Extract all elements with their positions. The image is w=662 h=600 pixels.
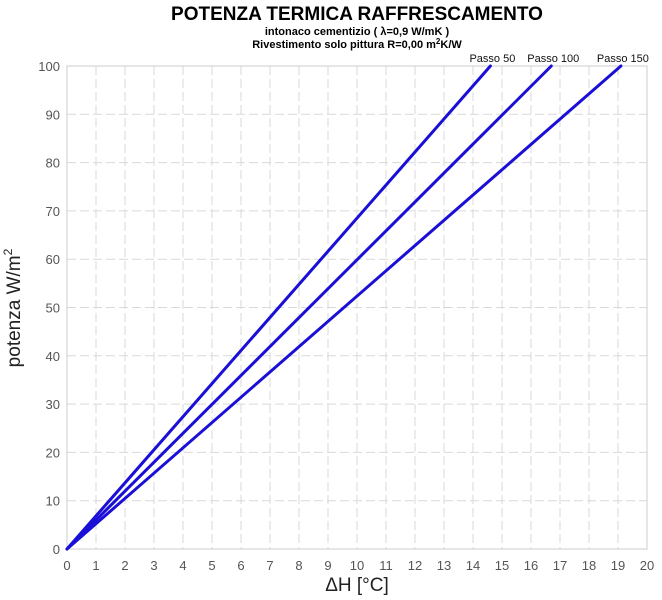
y-tick-label: 80 <box>46 156 60 171</box>
series-label: Passo 50 <box>469 53 515 65</box>
x-tick-label: 18 <box>582 558 596 573</box>
series-line <box>65 64 553 551</box>
y-tick-label: 30 <box>46 397 60 412</box>
x-tick-label: 9 <box>324 558 331 573</box>
y-tick-label: 60 <box>46 252 60 267</box>
x-tick-label: 7 <box>266 558 273 573</box>
x-tick-labels: 0 1 2 3 4 5 6 7 8 9 10 11 12 13 14 15 16 17 18 19 20 <box>63 558 654 573</box>
x-tick-label: 6 <box>237 558 244 573</box>
x-tick-label: 12 <box>408 558 422 573</box>
x-tick-label: 2 <box>121 558 128 573</box>
series-line <box>65 64 623 551</box>
x-tick-label: 13 <box>437 558 451 573</box>
x-tick-label: 3 <box>150 558 157 573</box>
x-tick-label: 1 <box>92 558 99 573</box>
series-labels: Passo 50 Passo 100 Passo 150 <box>469 53 648 65</box>
x-tick-label: 0 <box>63 558 70 573</box>
series-line <box>65 64 492 551</box>
x-tick-label: 17 <box>553 558 567 573</box>
x-tick-label: 10 <box>350 558 364 573</box>
x-tick-label: 14 <box>466 558 480 573</box>
y-tick-label: 0 <box>53 542 60 557</box>
y-tick-label: 10 <box>46 494 60 509</box>
series-group <box>65 64 623 551</box>
x-tick-label: 16 <box>524 558 538 573</box>
x-tick-label: 15 <box>495 558 509 573</box>
x-tick-label: 20 <box>640 558 654 573</box>
x-axis-label: ΔH [°C] <box>325 575 389 596</box>
y-tick-label: 20 <box>46 445 60 460</box>
chart-title: POTENZA TERMICA RAFFRESCAMENTO <box>171 4 543 25</box>
y-tick-label: 50 <box>46 301 60 316</box>
y-tick-label: 100 <box>38 59 60 74</box>
x-tick-label: 8 <box>295 558 302 573</box>
x-tick-label: 5 <box>208 558 215 573</box>
y-tick-labels: 0 10 20 30 40 50 60 70 80 90 100 <box>38 59 60 557</box>
chart-subtitle-2: Rivestimento solo pittura R=0,00 m2K/W <box>252 37 462 51</box>
x-tick-label: 19 <box>611 558 625 573</box>
y-axis-label: potenza W/m2 <box>1 248 25 367</box>
chart-subtitle-1: intonaco cementizio ( λ=0,9 W/mK ) <box>265 26 450 38</box>
grid <box>66 65 648 550</box>
x-tick-label: 11 <box>379 558 393 573</box>
y-tick-label: 40 <box>46 349 60 364</box>
series-label: Passo 150 <box>597 53 649 65</box>
x-tick-label: 4 <box>179 558 186 573</box>
plot-frame <box>66 65 648 550</box>
y-tick-label: 70 <box>46 204 60 219</box>
series-label: Passo 100 <box>527 53 579 65</box>
y-tick-label: 90 <box>46 107 60 122</box>
